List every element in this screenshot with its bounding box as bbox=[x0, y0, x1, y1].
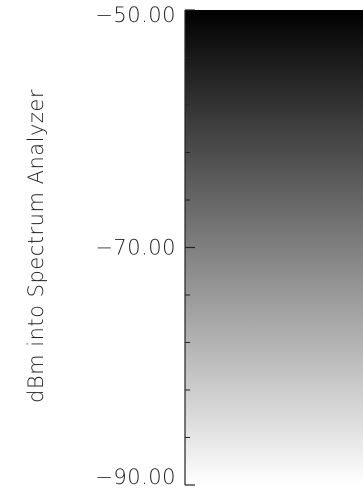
colorbar-tick-label: −50.00 bbox=[95, 3, 176, 27]
colorbar-axis-title: dBm into Spectrum Analyzer bbox=[24, 89, 48, 403]
colorbar-tick-labels: −50.00 −70.00 −90.00 bbox=[95, 3, 176, 489]
colorbar-tick-label: −90.00 bbox=[95, 465, 176, 489]
colorbar-gradient-bar bbox=[185, 10, 363, 485]
colorbar-tick-label: −70.00 bbox=[95, 236, 176, 260]
